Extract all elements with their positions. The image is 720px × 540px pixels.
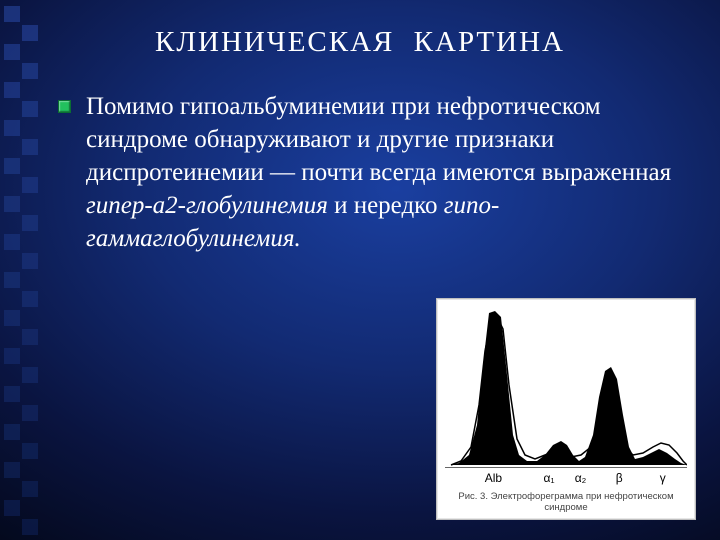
axis-label: α₁ [544,471,555,485]
chart-area [445,305,687,468]
axis-label: γ [660,471,666,485]
electrophoregram-chart [445,305,687,467]
axis-label: α₂ [575,471,587,485]
body-part2: и нередко [328,192,444,219]
axis-labels: Alb α₁ α₂ β γ [445,471,687,489]
slide: КЛИНИЧЕСКАЯ КАРТИНА Помимо гипоальбумине… [0,0,720,540]
figure-caption: Рис. 3. Электрофореграмма при нефротичес… [437,491,695,513]
body-italic1: гипер-а2-глобулинемия [86,192,328,219]
axis-label: Alb [485,471,502,485]
bullet-icon [58,100,71,113]
left-decor-strip [0,0,44,540]
body-part1: Помимо гипоальбуминемии при нефротическо… [86,93,671,186]
electrophoregram-figure: Alb α₁ α₂ β γ Рис. 3. Электрофореграмма при … [436,298,696,520]
axis-label: β [616,471,623,485]
body-text: Помимо гипоальбуминемии при нефротическо… [86,90,680,255]
slide-title: КЛИНИЧЕСКАЯ КАРТИНА [0,26,720,59]
